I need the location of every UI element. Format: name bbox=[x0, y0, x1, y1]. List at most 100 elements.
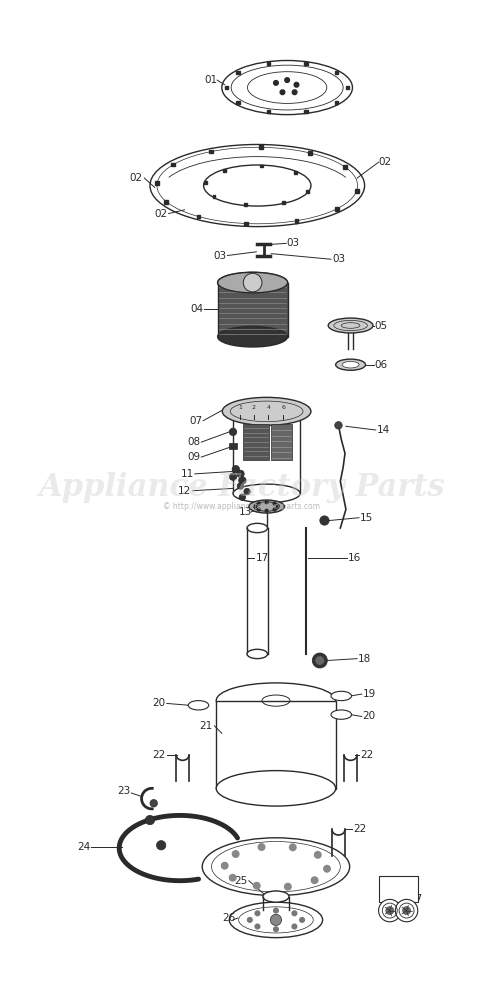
Bar bbox=[244, 222, 248, 225]
Ellipse shape bbox=[229, 902, 323, 938]
Ellipse shape bbox=[328, 318, 373, 333]
Circle shape bbox=[396, 899, 418, 922]
Text: 23: 23 bbox=[117, 786, 130, 796]
Circle shape bbox=[237, 470, 244, 478]
Circle shape bbox=[285, 78, 289, 82]
Circle shape bbox=[280, 90, 285, 95]
Text: 27: 27 bbox=[409, 894, 423, 904]
Bar bbox=[335, 207, 339, 211]
Bar bbox=[308, 151, 312, 155]
Text: 15: 15 bbox=[360, 513, 373, 523]
Ellipse shape bbox=[263, 891, 289, 902]
Bar bbox=[304, 62, 308, 65]
Ellipse shape bbox=[218, 272, 287, 293]
Circle shape bbox=[300, 918, 304, 922]
Bar bbox=[267, 110, 270, 113]
Text: 22: 22 bbox=[153, 750, 166, 760]
Circle shape bbox=[258, 844, 265, 850]
Circle shape bbox=[273, 502, 276, 505]
Circle shape bbox=[294, 82, 299, 87]
Circle shape bbox=[232, 851, 239, 857]
Ellipse shape bbox=[202, 838, 350, 896]
Ellipse shape bbox=[342, 361, 359, 368]
Circle shape bbox=[221, 862, 228, 869]
Bar bbox=[244, 203, 247, 206]
Circle shape bbox=[243, 273, 262, 292]
Circle shape bbox=[284, 883, 291, 890]
Circle shape bbox=[257, 502, 260, 505]
Bar bbox=[164, 200, 168, 204]
Text: 2: 2 bbox=[252, 405, 256, 410]
Ellipse shape bbox=[247, 523, 268, 533]
Text: 02: 02 bbox=[155, 209, 168, 219]
Bar bbox=[260, 165, 263, 167]
Text: 04: 04 bbox=[190, 304, 203, 314]
Text: 22: 22 bbox=[360, 750, 373, 760]
Text: 13: 13 bbox=[239, 507, 252, 517]
Circle shape bbox=[229, 428, 237, 436]
Text: 03: 03 bbox=[286, 238, 299, 248]
Text: Appliance Factory Parts: Appliance Factory Parts bbox=[38, 472, 445, 503]
Circle shape bbox=[292, 924, 297, 929]
Circle shape bbox=[289, 844, 296, 851]
Text: 17: 17 bbox=[256, 553, 269, 563]
Text: 1: 1 bbox=[239, 405, 242, 410]
Text: 4: 4 bbox=[267, 405, 270, 410]
Circle shape bbox=[273, 908, 278, 913]
Text: 14: 14 bbox=[377, 425, 390, 435]
Text: 6: 6 bbox=[282, 405, 285, 410]
Bar bbox=[204, 181, 207, 184]
Text: 20: 20 bbox=[363, 711, 376, 721]
Bar bbox=[237, 71, 240, 74]
Ellipse shape bbox=[331, 710, 352, 719]
Bar bbox=[271, 424, 292, 460]
Bar bbox=[213, 195, 215, 198]
Circle shape bbox=[237, 483, 244, 489]
Circle shape bbox=[316, 657, 324, 664]
Circle shape bbox=[273, 927, 278, 932]
Bar bbox=[210, 150, 213, 153]
Text: 06: 06 bbox=[374, 360, 387, 370]
Ellipse shape bbox=[331, 691, 352, 701]
Bar bbox=[294, 171, 297, 174]
Bar bbox=[216, 701, 336, 789]
Circle shape bbox=[244, 488, 250, 495]
Circle shape bbox=[265, 501, 268, 504]
Circle shape bbox=[150, 800, 157, 807]
Text: 02: 02 bbox=[129, 173, 142, 183]
Bar bbox=[233, 411, 300, 493]
Text: 18: 18 bbox=[358, 654, 371, 664]
Text: 07: 07 bbox=[189, 416, 202, 426]
Bar bbox=[225, 86, 228, 89]
Ellipse shape bbox=[188, 701, 209, 710]
Circle shape bbox=[232, 465, 240, 473]
Circle shape bbox=[254, 505, 257, 508]
Text: 21: 21 bbox=[199, 721, 213, 731]
Bar bbox=[343, 165, 347, 169]
Circle shape bbox=[254, 882, 260, 889]
Bar bbox=[223, 169, 226, 172]
Circle shape bbox=[229, 473, 237, 480]
Bar bbox=[379, 876, 418, 902]
Text: 03: 03 bbox=[213, 251, 227, 261]
Text: © http://www.appliancefactoryparts.com: © http://www.appliancefactoryparts.com bbox=[163, 502, 320, 511]
Bar bbox=[155, 181, 158, 185]
Bar bbox=[197, 215, 200, 218]
Ellipse shape bbox=[218, 272, 287, 293]
Circle shape bbox=[255, 924, 260, 929]
Bar bbox=[335, 101, 338, 104]
Bar bbox=[237, 101, 240, 104]
Circle shape bbox=[320, 516, 329, 525]
Circle shape bbox=[156, 841, 166, 850]
Text: 25: 25 bbox=[234, 876, 247, 886]
Circle shape bbox=[247, 918, 252, 922]
Text: 08: 08 bbox=[187, 437, 200, 447]
Bar bbox=[306, 190, 309, 193]
Text: 22: 22 bbox=[353, 824, 367, 834]
Bar bbox=[295, 219, 298, 223]
Text: 19: 19 bbox=[363, 689, 376, 699]
Ellipse shape bbox=[249, 500, 284, 513]
Text: 12: 12 bbox=[178, 486, 191, 496]
Bar bbox=[259, 145, 263, 149]
Bar bbox=[171, 163, 175, 166]
